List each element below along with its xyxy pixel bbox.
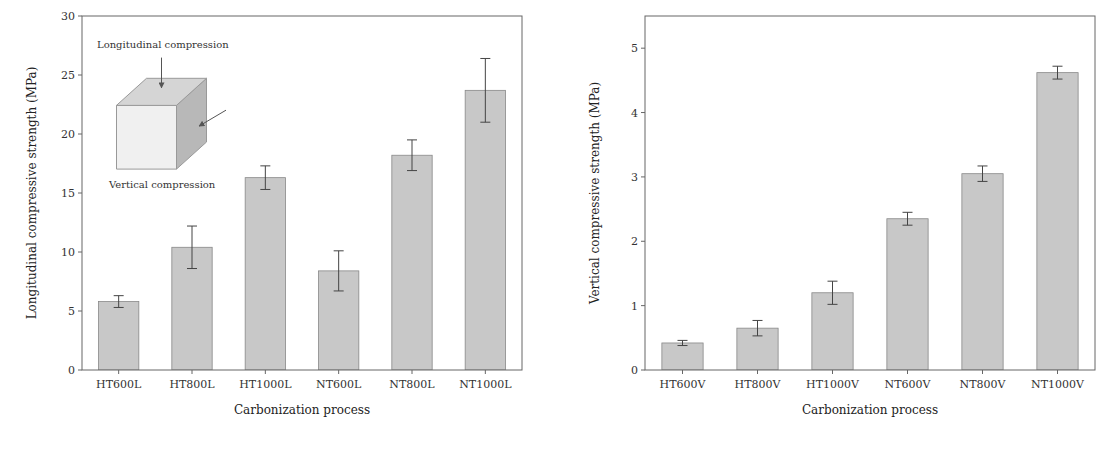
y-tick (641, 370, 645, 371)
y-tick (78, 16, 82, 17)
error-bar (187, 226, 197, 268)
x-tick (1057, 370, 1058, 374)
y-tick-label: 0 (631, 364, 638, 377)
cube-front (117, 105, 177, 169)
compression-arrow (199, 110, 226, 126)
x-tick (907, 370, 908, 374)
bar (465, 90, 505, 370)
error-bar (114, 296, 124, 308)
x-tick (485, 370, 486, 374)
bar (392, 155, 432, 370)
error-bar (407, 140, 417, 171)
y-tick (641, 48, 645, 49)
y-tick-label: 20 (61, 128, 75, 141)
y-tick (78, 311, 82, 312)
y-tick (641, 112, 645, 113)
bar (245, 178, 285, 370)
plot-frame (645, 16, 1095, 370)
x-tick (757, 370, 758, 374)
x-tick-label: NT1000L (459, 378, 512, 391)
y-tick (78, 134, 82, 135)
x-tick-label: HT1000L (239, 378, 292, 391)
x-tick-label: NT600L (316, 378, 362, 391)
x-tick (118, 370, 119, 374)
x-tick-label: HT1000V (806, 378, 860, 391)
y-tick (78, 75, 82, 76)
error-bar (978, 166, 988, 181)
error-bar (480, 58, 490, 122)
bar (962, 174, 1003, 370)
y-tick-label: 1 (631, 300, 638, 313)
x-tick-label: NT1000V (1031, 378, 1085, 391)
x-tick (832, 370, 833, 374)
x-tick-label: NT600V (885, 378, 932, 391)
error-bar (678, 340, 688, 345)
bar (1037, 73, 1078, 370)
cube-inset: Longitudinal compression Vertical compres… (97, 39, 229, 190)
compression-arrow (161, 58, 162, 88)
y-tick-label: 2 (631, 235, 638, 248)
y-tick-label: 25 (61, 69, 75, 82)
bars (662, 66, 1078, 370)
panel: 0 5 10 15 20 25 30 HT600L HT800L HT1000L NT600L NT8… (25, 10, 522, 417)
y-tick (641, 305, 645, 306)
annotation: Vertical compression (108, 179, 216, 190)
x-tick (338, 370, 339, 374)
bar (99, 302, 139, 370)
y-tick (78, 193, 82, 194)
error-bar (903, 212, 913, 225)
annotation: Longitudinal compression (97, 39, 229, 50)
x-tick (412, 370, 413, 374)
y-axis-label: Vertical compressive strength (MPa) (588, 82, 602, 305)
y-tick-label: 3 (631, 171, 638, 184)
bar (662, 343, 703, 370)
bar (887, 219, 928, 370)
x-tick (682, 370, 683, 374)
error-bar (260, 166, 270, 190)
panel: 0 1 2 3 4 5 HT600V HT800V HT1000V NT600V NT800V NT1… (588, 16, 1095, 417)
x-tick-label: NT800L (389, 378, 435, 391)
y-tick-label: 5 (631, 42, 638, 55)
y-tick-label: 4 (631, 107, 638, 120)
error-bar (1053, 66, 1063, 79)
x-tick (982, 370, 983, 374)
y-tick-label: 5 (68, 305, 75, 318)
x-axis-label: Carbonization process (234, 403, 370, 417)
y-tick-label: 0 (68, 364, 75, 377)
x-tick-label: HT600V (660, 378, 707, 391)
x-tick (265, 370, 266, 374)
y-tick-label: 15 (61, 187, 75, 200)
y-axis-label: Longitudinal compressive strength (MPa) (25, 67, 39, 320)
error-bar (828, 281, 838, 304)
bars (99, 58, 506, 370)
y-tick-label: 30 (61, 10, 75, 23)
x-tick-label: HT800L (169, 378, 215, 391)
y-tick (641, 176, 645, 177)
y-tick (641, 241, 645, 242)
x-tick-label: NT800V (960, 378, 1007, 391)
y-tick (78, 252, 82, 253)
y-tick (78, 370, 82, 371)
x-tick-label: HT800V (735, 378, 782, 391)
x-tick (192, 370, 193, 374)
x-axis-label: Carbonization process (802, 403, 938, 417)
plot-frame (82, 16, 522, 370)
error-bar (753, 320, 763, 335)
x-tick-label: HT600L (96, 378, 142, 391)
error-bar (334, 251, 344, 291)
y-tick-label: 10 (61, 246, 75, 259)
chart-root: 051015202530HT600LHT800LHT1000LNT600LNT8… (0, 0, 1118, 454)
